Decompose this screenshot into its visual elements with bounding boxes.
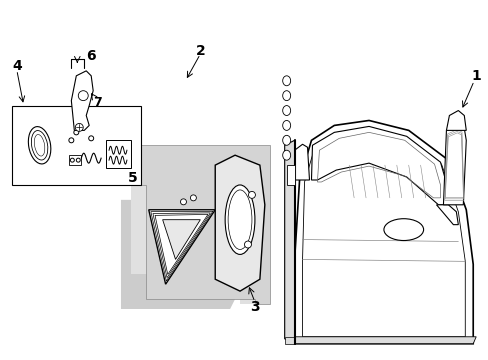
Polygon shape: [215, 155, 264, 291]
Ellipse shape: [282, 105, 290, 116]
Polygon shape: [121, 165, 235, 309]
Polygon shape: [294, 144, 309, 180]
Text: 3: 3: [249, 300, 259, 314]
Polygon shape: [131, 150, 269, 304]
Ellipse shape: [282, 91, 290, 100]
Circle shape: [248, 192, 255, 198]
Polygon shape: [436, 205, 457, 225]
Circle shape: [78, 91, 88, 100]
Polygon shape: [311, 126, 447, 205]
Text: 4: 4: [12, 59, 21, 73]
Polygon shape: [284, 337, 294, 344]
Circle shape: [190, 195, 196, 201]
Ellipse shape: [282, 76, 290, 86]
Text: 6: 6: [86, 49, 96, 63]
Ellipse shape: [28, 127, 51, 164]
Circle shape: [81, 123, 85, 128]
Circle shape: [70, 158, 74, 162]
Polygon shape: [106, 140, 131, 168]
Text: 2: 2: [195, 44, 205, 58]
Circle shape: [75, 123, 83, 131]
Ellipse shape: [282, 121, 290, 130]
Text: 1: 1: [470, 69, 480, 83]
Polygon shape: [294, 121, 472, 344]
Polygon shape: [286, 165, 294, 185]
Polygon shape: [71, 71, 93, 130]
Circle shape: [74, 130, 79, 135]
Polygon shape: [163, 220, 200, 260]
Polygon shape: [69, 155, 81, 165]
Circle shape: [180, 199, 186, 205]
Circle shape: [69, 138, 74, 143]
Polygon shape: [284, 140, 294, 344]
Ellipse shape: [282, 150, 290, 160]
Bar: [12, 105, 141, 185]
Ellipse shape: [383, 219, 423, 240]
Circle shape: [88, 136, 94, 141]
Text: 7: 7: [93, 96, 102, 109]
Ellipse shape: [282, 135, 290, 145]
Polygon shape: [131, 145, 269, 304]
Polygon shape: [446, 111, 466, 130]
Polygon shape: [443, 125, 466, 205]
Polygon shape: [148, 210, 215, 284]
Circle shape: [244, 241, 251, 248]
Ellipse shape: [224, 185, 254, 255]
Text: 5: 5: [128, 171, 138, 185]
Polygon shape: [294, 337, 475, 344]
Circle shape: [76, 158, 80, 162]
